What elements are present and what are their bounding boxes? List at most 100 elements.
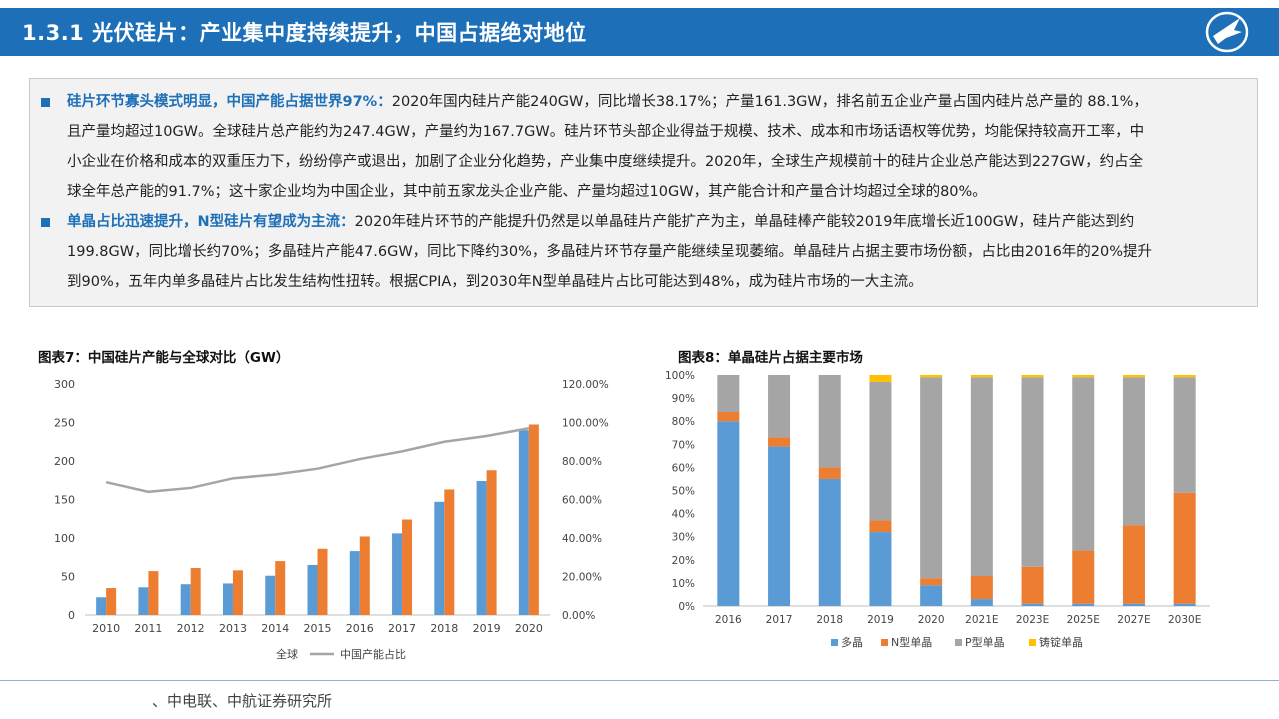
bar-segment-N型单晶 (768, 437, 791, 447)
bar-segment-N型单晶 (869, 520, 892, 533)
bar-segment-多晶 (768, 446, 791, 606)
bar-segment-N型单晶 (1122, 525, 1145, 604)
bar-segment-N型单晶 (1173, 492, 1196, 604)
summary-box: 硅片环节寡头模式明显，中国产能占据世界97%：2020年国内硅片产能240GW，… (29, 78, 1258, 307)
bar-segment-多晶 (1173, 603, 1196, 606)
legend-label: 多晶 (841, 635, 863, 649)
x-tick-label: 2025E (1067, 614, 1100, 626)
x-tick-label: 2017 (766, 614, 793, 626)
bullet-text: 2020年国内硅片产能240GW，同比增长38.17%；产量161.3GW，排名… (391, 94, 1148, 110)
y-tick-label: 80% (672, 416, 695, 428)
bar-segment-铸锭单晶 (1021, 375, 1044, 378)
bar-china-capacity (96, 597, 107, 615)
bullet-lead: 硅片环节寡头模式明显，中国产能占据世界97%： (67, 94, 392, 110)
y-tick-label: 70% (672, 439, 695, 451)
bar-china-capacity (476, 481, 487, 615)
x-tick-label: 2015 (304, 622, 332, 635)
bar-china-capacity (265, 575, 276, 615)
bar-china-capacity (180, 584, 191, 615)
x-tick-label: 2010 (92, 622, 120, 635)
legend-label: N型单晶 (891, 635, 932, 649)
x-tick-label: 2023E (1016, 614, 1049, 626)
bar-segment-多晶 (869, 532, 892, 606)
y-tick-label: 0 (68, 609, 75, 622)
y-tick-label: 250 (54, 417, 75, 430)
bar-segment-P型单晶 (869, 381, 892, 521)
bar-segment-P型单晶 (818, 375, 841, 468)
legend-marker (955, 639, 962, 646)
x-tick-label: 2020 (918, 614, 945, 626)
chart8-market-share: 0% 10% 20% 30% 40% 50% 60% 70% 80% 90% 100% 2016 201… (665, 370, 1210, 649)
y-tick-label: 90% (672, 393, 695, 405)
bar-global-capacity (275, 561, 286, 615)
y-tick-label: 30% (672, 532, 695, 544)
bar-segment-N型单晶 (970, 575, 993, 600)
bar-china-capacity (222, 583, 233, 615)
bar-segment-N型单晶 (920, 578, 943, 586)
summary-bullet-1: 硅片环节寡头模式明显，中国产能占据世界97%：2020年国内硅片产能240GW，… (41, 87, 1241, 207)
y-tick-label: 50% (672, 486, 695, 498)
x-tick-label: 2016 (715, 614, 742, 626)
bullet-square-icon (41, 98, 50, 107)
footer-divider (0, 680, 1279, 681)
avic-logo-icon: AVIC (1205, 11, 1249, 53)
x-tick-label: 2019 (867, 614, 894, 626)
bar-segment-多晶 (1072, 603, 1095, 606)
bar-global-capacity (359, 536, 370, 615)
bar-segment-P型单晶 (1122, 377, 1145, 526)
y2-tick-label: 120.00% (562, 379, 609, 391)
y2-tick-label: 80.00% (562, 456, 602, 468)
x-tick-label: 2020 (515, 622, 543, 635)
x-tick-label: 2011 (134, 622, 162, 635)
y-tick-label: 100 (54, 532, 75, 545)
page-title: 1.3.1 光伏硅片：产业集中度持续提升，中国占据绝对地位 (22, 21, 587, 45)
legend-marker (881, 639, 888, 646)
bar-global-capacity (106, 588, 117, 615)
bar-segment-P型单晶 (970, 377, 993, 576)
bar-china-capacity (392, 533, 403, 615)
y-tick-label: 40% (672, 509, 695, 521)
x-tick-label: 2018 (816, 614, 843, 626)
bar-segment-P型单晶 (717, 375, 740, 412)
bar-segment-P型单晶 (1173, 377, 1196, 493)
bullet-text: 且产量均超过10GW。全球硅片总产能约为247.4GW，产量约为167.7GW。… (67, 124, 1145, 140)
y2-tick-label: 0.00% (562, 610, 595, 622)
bar-segment-N型单晶 (717, 411, 740, 422)
bullet-text: 小企业在价格和成本的双重压力下，纷纷停产或退出，加剧了企业分化趋势，产业集中度继… (67, 154, 1144, 170)
y2-tick-label: 20.00% (562, 572, 602, 584)
bar-segment-多晶 (1122, 603, 1145, 606)
bar-segment-铸锭单晶 (869, 375, 892, 382)
y2-tick-label: 40.00% (562, 533, 602, 545)
bar-segment-P型单晶 (1072, 377, 1095, 551)
bar-segment-铸锭单晶 (1122, 375, 1145, 378)
bar-global-capacity (190, 568, 201, 615)
bar-segment-多晶 (1021, 603, 1044, 606)
bar-segment-N型单晶 (1072, 550, 1095, 604)
bar-global-capacity (402, 519, 413, 615)
bar-global-capacity (317, 548, 328, 615)
bar-global-capacity (148, 571, 159, 615)
legend-label-china-share: 中国产能占比 (340, 647, 406, 661)
bullet-text: 到90%，五年内单多晶硅片占比发生结构性扭转。根据CPIA，到2030年N型单晶… (67, 274, 923, 290)
legend-label-global: 全球 (276, 647, 298, 661)
bullet-lead: 单晶占比迅速提升，N型硅片有望成为主流： (67, 214, 355, 230)
bar-global-capacity (528, 424, 539, 615)
bar-segment-P型单晶 (768, 375, 791, 438)
bar-china-capacity (138, 587, 149, 615)
y-tick-label: 0% (678, 601, 695, 613)
y-tick-label: 100% (665, 370, 695, 382)
x-tick-label: 2014 (261, 622, 289, 635)
bar-china-capacity (349, 551, 360, 615)
line-china-share (105, 427, 530, 494)
bar-segment-P型单晶 (1021, 377, 1044, 567)
bar-segment-多晶 (970, 599, 993, 606)
legend-marker (1029, 639, 1036, 646)
bullet-square-icon (41, 218, 50, 227)
source-note: 、中电联、中航证券研究所 (152, 692, 333, 710)
x-tick-label: 2021E (965, 614, 998, 626)
bar-segment-铸锭单晶 (1072, 375, 1095, 378)
bar-global-capacity (486, 470, 497, 615)
y-tick-label: 50 (61, 571, 75, 584)
y-tick-label: 60% (672, 462, 695, 474)
legend-label: P型单晶 (965, 635, 1005, 649)
